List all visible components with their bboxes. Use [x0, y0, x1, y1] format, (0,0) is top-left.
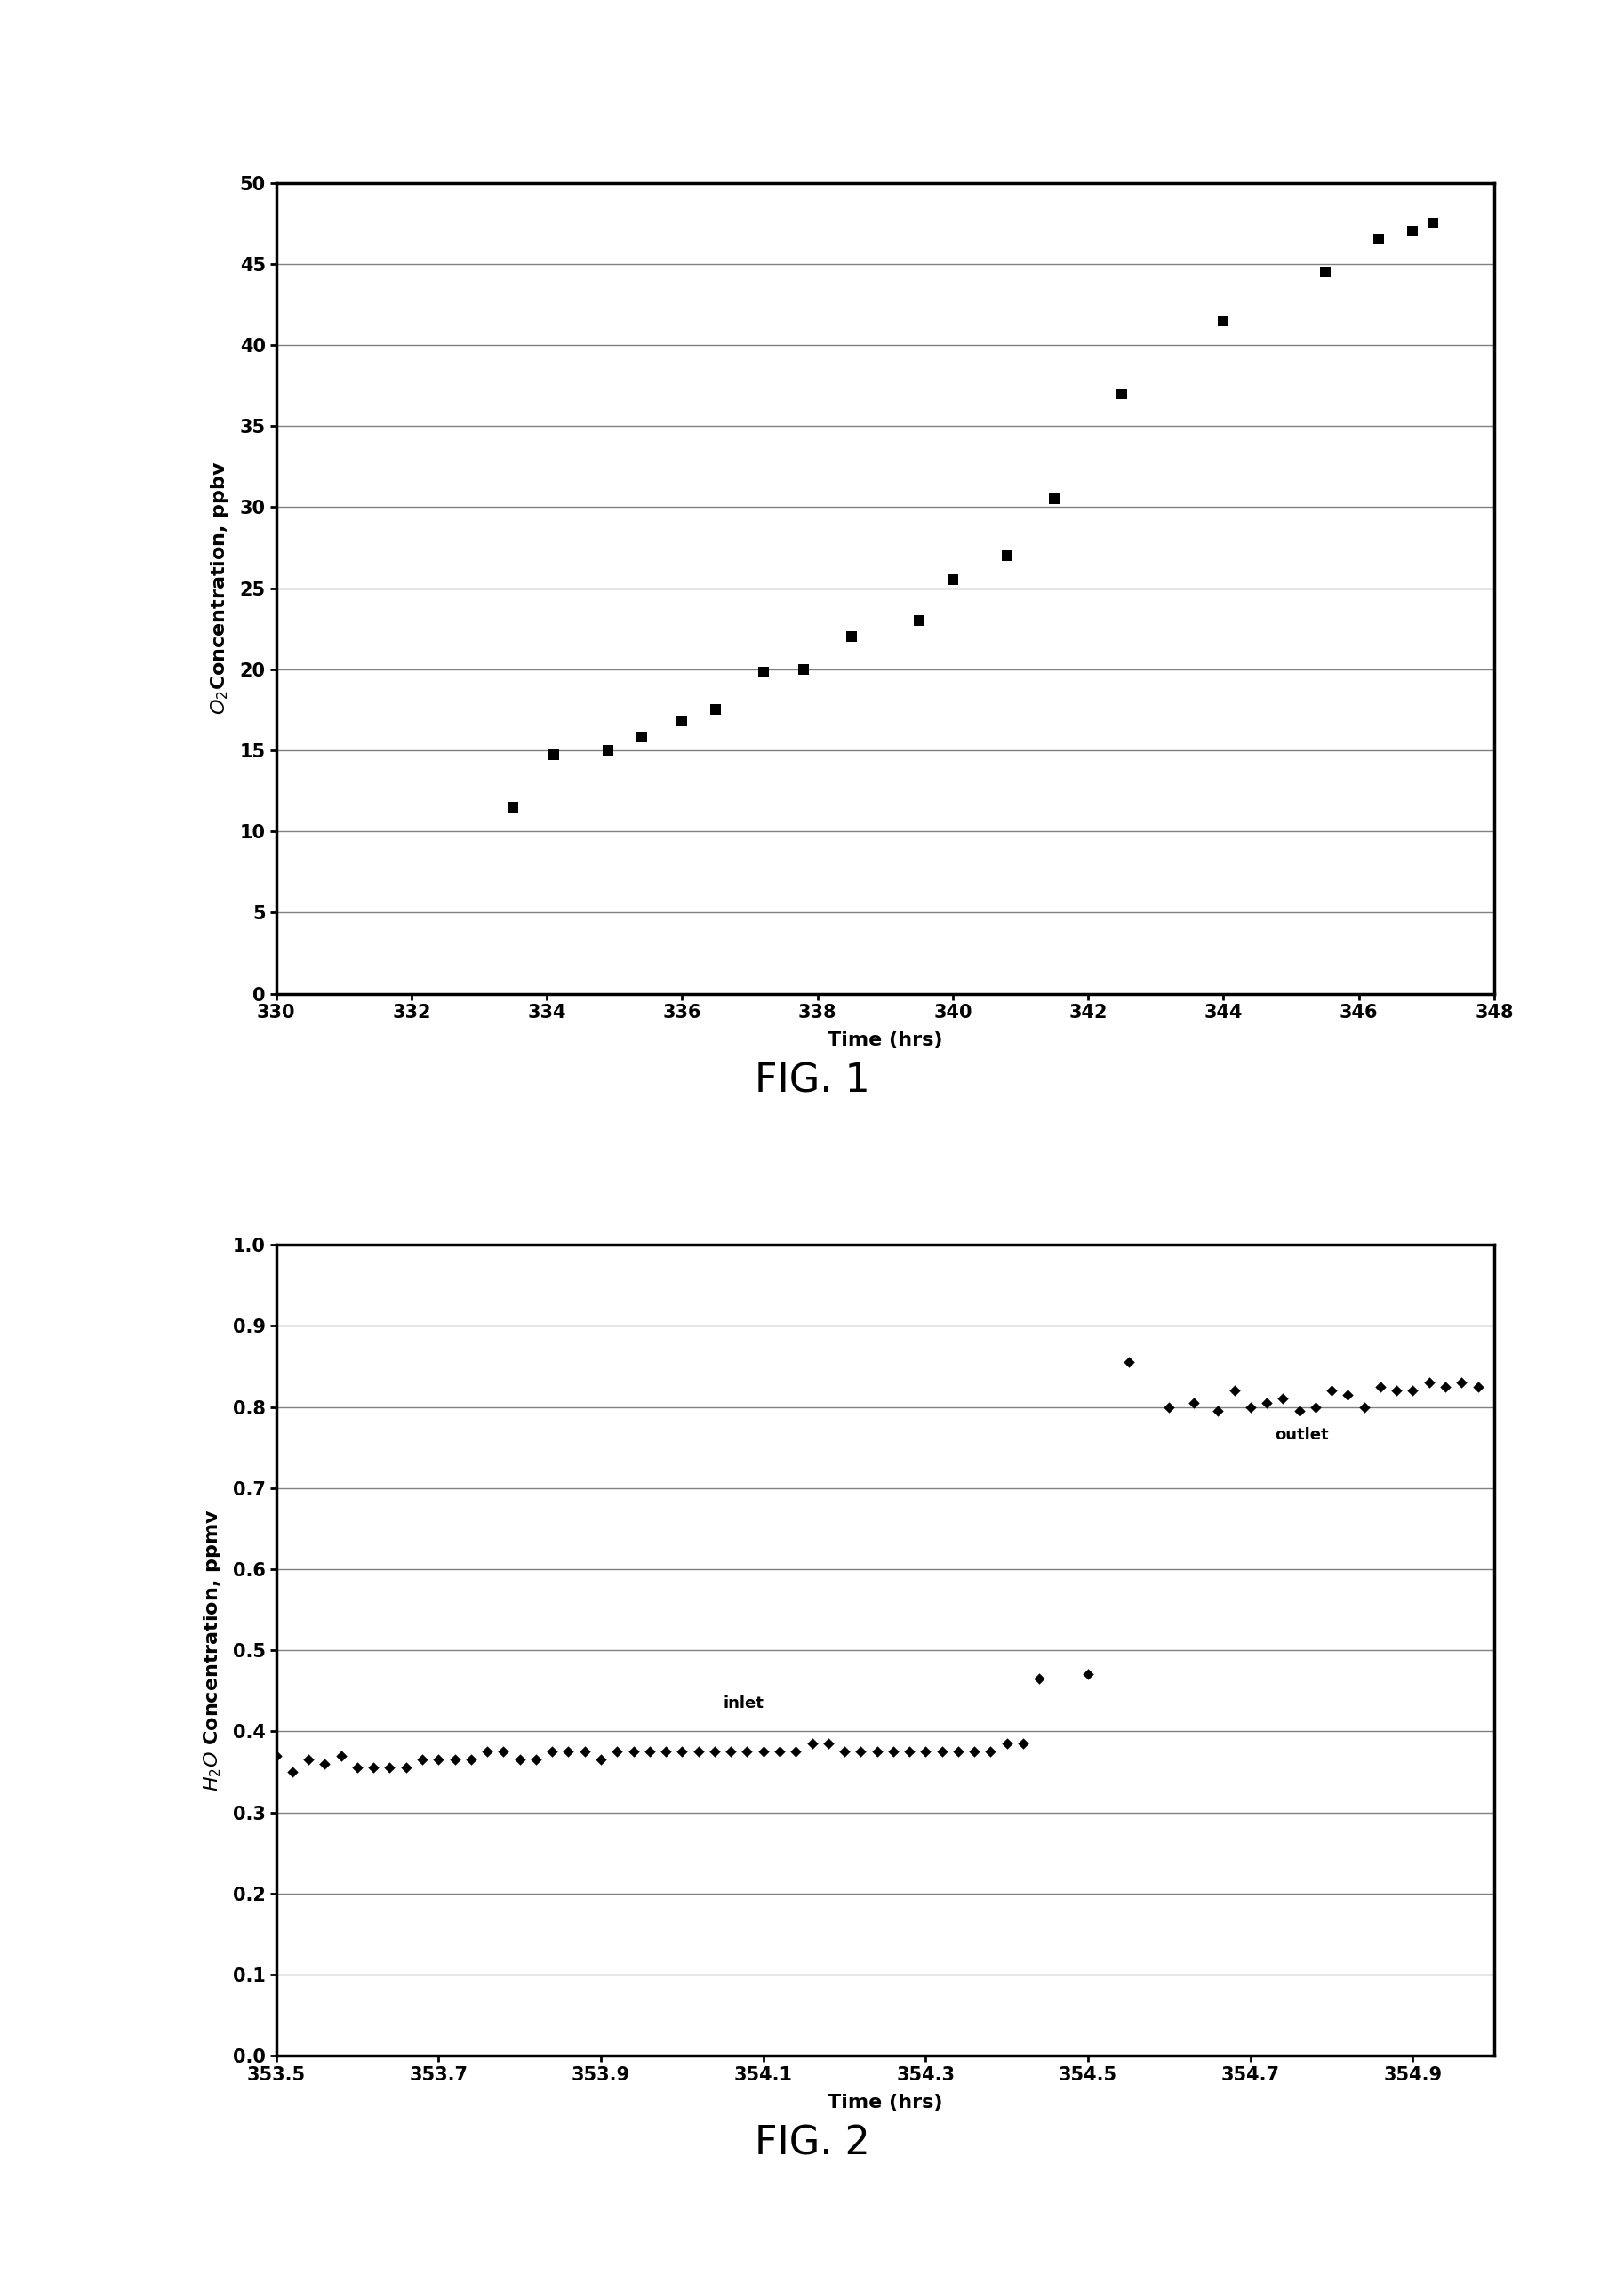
Point	[838, 619, 864, 656]
Point	[1400, 1373, 1426, 1409]
Point	[978, 1734, 1004, 1770]
Point	[906, 603, 932, 640]
Text: outlet: outlet	[1275, 1428, 1328, 1443]
Point	[523, 1740, 549, 1777]
Point	[994, 1724, 1020, 1761]
Point	[555, 1734, 581, 1770]
Point	[1210, 301, 1236, 338]
Point	[1026, 1660, 1052, 1697]
Point	[1319, 1373, 1345, 1409]
Point	[864, 1734, 890, 1770]
Y-axis label: $O_2$Concentration, ppbv: $O_2$Concentration, ppbv	[208, 461, 231, 715]
Point	[361, 1750, 387, 1786]
Point	[896, 1734, 922, 1770]
Point	[994, 537, 1020, 573]
Point	[1312, 254, 1338, 290]
Point	[1221, 1373, 1247, 1409]
Point	[961, 1734, 987, 1770]
Point	[669, 1734, 695, 1770]
Point	[344, 1750, 370, 1786]
Point	[718, 1734, 744, 1770]
Point	[312, 1745, 338, 1782]
Point	[734, 1734, 760, 1770]
Point	[1270, 1380, 1296, 1416]
Point	[1302, 1389, 1328, 1425]
Point	[637, 1734, 663, 1770]
Point	[1465, 1368, 1491, 1405]
Point	[791, 651, 817, 687]
X-axis label: Time (hrs): Time (hrs)	[828, 1032, 942, 1048]
Point	[500, 788, 526, 825]
Text: FIG. 2: FIG. 2	[754, 2124, 870, 2163]
Point	[1109, 375, 1135, 411]
Point	[929, 1734, 955, 1770]
Text: FIG. 1: FIG. 1	[754, 1062, 870, 1101]
Point	[750, 1734, 776, 1770]
Point	[750, 653, 776, 690]
Point	[1286, 1393, 1312, 1430]
Point	[409, 1740, 435, 1777]
Point	[425, 1740, 451, 1777]
X-axis label: Time (hrs): Time (hrs)	[828, 2094, 942, 2110]
Point	[703, 692, 729, 729]
Point	[685, 1734, 711, 1770]
Text: inlet: inlet	[723, 1695, 763, 1711]
Point	[669, 703, 695, 740]
Point	[442, 1740, 468, 1777]
Point	[1351, 1389, 1377, 1425]
Point	[458, 1740, 484, 1777]
Point	[628, 719, 654, 756]
Point	[880, 1734, 906, 1770]
Point	[831, 1734, 857, 1770]
Point	[377, 1750, 403, 1786]
Point	[1335, 1377, 1361, 1414]
Point	[783, 1734, 809, 1770]
Point	[1449, 1364, 1475, 1400]
Point	[539, 1734, 565, 1770]
Point	[1156, 1389, 1182, 1425]
Point	[1116, 1343, 1142, 1380]
Point	[1041, 480, 1067, 516]
Point	[1181, 1384, 1207, 1421]
Point	[541, 738, 567, 774]
Point	[279, 1754, 305, 1791]
Point	[1205, 1393, 1231, 1430]
Point	[588, 1740, 614, 1777]
Point	[913, 1734, 939, 1770]
Point	[620, 1734, 646, 1770]
Point	[653, 1734, 679, 1770]
Point	[1366, 222, 1392, 258]
Point	[1416, 1364, 1442, 1400]
Point	[1075, 1656, 1101, 1692]
Point	[815, 1724, 841, 1761]
Point	[1421, 206, 1447, 242]
Point	[1254, 1384, 1280, 1421]
Point	[296, 1740, 322, 1777]
Point	[507, 1740, 533, 1777]
Point	[702, 1734, 728, 1770]
Point	[490, 1734, 516, 1770]
Point	[604, 1734, 630, 1770]
Point	[393, 1750, 419, 1786]
Point	[572, 1734, 598, 1770]
Point	[1367, 1368, 1393, 1405]
Point	[945, 1734, 971, 1770]
Point	[767, 1734, 793, 1770]
Point	[1237, 1389, 1263, 1425]
Point	[474, 1734, 500, 1770]
Point	[1384, 1373, 1410, 1409]
Point	[1432, 1368, 1458, 1405]
Point	[848, 1734, 874, 1770]
Point	[940, 562, 966, 598]
Point	[328, 1738, 354, 1775]
Y-axis label: $H_2O$ Concentration, ppmv: $H_2O$ Concentration, ppmv	[201, 1510, 222, 1791]
Point	[799, 1724, 825, 1761]
Point	[594, 731, 620, 767]
Point	[1010, 1724, 1036, 1761]
Point	[1400, 212, 1426, 249]
Point	[263, 1738, 289, 1775]
